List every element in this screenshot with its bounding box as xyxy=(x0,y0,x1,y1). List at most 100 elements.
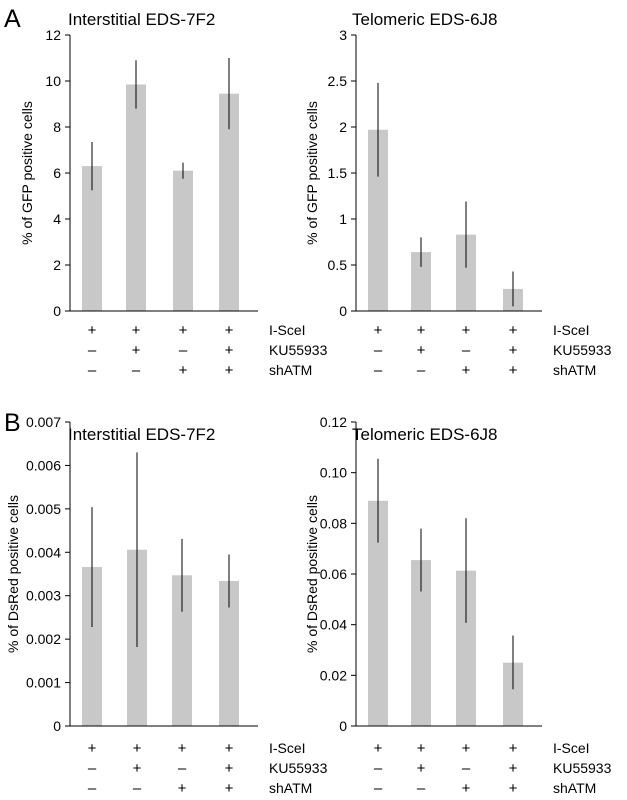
chart-b-left: Interstitial EDS-7F2 % of DsRed positive … xyxy=(5,414,328,797)
bar xyxy=(173,170,193,311)
y-tick-label: 3 xyxy=(339,27,347,43)
condition-sign: + xyxy=(132,322,141,339)
chart-title: Telomeric EDS-6J8 xyxy=(352,425,498,444)
y-tick-label: 8 xyxy=(53,119,61,135)
y-tick-label: 0.04 xyxy=(320,617,347,633)
condition-sign: + xyxy=(509,780,518,797)
condition-label: KU55933 xyxy=(269,760,328,776)
condition-sign: + xyxy=(509,760,518,777)
condition-sign: – xyxy=(374,780,383,797)
condition-sign: – xyxy=(133,780,142,797)
bar xyxy=(368,129,388,311)
condition-label: I-SceI xyxy=(269,740,306,756)
condition-label: shATM xyxy=(553,362,596,378)
bar xyxy=(126,84,146,311)
bar xyxy=(503,662,523,726)
condition-sign: + xyxy=(462,322,471,339)
bar xyxy=(368,500,388,726)
condition-sign: + xyxy=(462,740,471,757)
chart-title: Telomeric EDS-6J8 xyxy=(352,10,498,29)
y-tick-label: 0.5 xyxy=(328,257,348,273)
condition-label: shATM xyxy=(269,780,312,796)
y-tick-label: 0.10 xyxy=(320,465,347,481)
condition-sign: + xyxy=(133,740,142,757)
y-tick-label: 2.5 xyxy=(328,73,348,89)
condition-label: KU55933 xyxy=(553,342,612,358)
condition-sign: + xyxy=(225,362,234,379)
condition-label: shATM xyxy=(269,362,312,378)
condition-sign: – xyxy=(132,362,141,379)
condition-sign: + xyxy=(225,760,234,777)
condition-sign: + xyxy=(509,342,518,359)
y-tick-label: 0.005 xyxy=(26,501,61,517)
condition-sign: + xyxy=(417,760,426,777)
condition-sign: + xyxy=(417,740,426,757)
bar xyxy=(172,575,192,726)
y-tick-label: 0.12 xyxy=(320,414,347,430)
condition-sign: + xyxy=(178,780,187,797)
chart-a-left: Interstitial EDS-7F2 % of GFP positive ce… xyxy=(19,10,328,379)
y-tick-label: 2 xyxy=(339,119,347,135)
condition-sign: + xyxy=(132,342,141,359)
condition-sign: + xyxy=(88,740,97,757)
bar xyxy=(219,93,239,312)
condition-sign: – xyxy=(462,342,471,359)
condition-sign: – xyxy=(374,760,383,777)
condition-sign: – xyxy=(374,362,383,379)
condition-sign: – xyxy=(417,362,426,379)
condition-sign: – xyxy=(178,760,187,777)
condition-sign: + xyxy=(374,740,383,757)
y-tick-label: 12 xyxy=(45,27,61,43)
bar xyxy=(82,166,102,311)
condition-sign: + xyxy=(509,322,518,339)
bar xyxy=(456,570,476,726)
condition-sign: + xyxy=(179,322,188,339)
y-tick-label: 0.002 xyxy=(26,631,61,647)
y-tick-label: 10 xyxy=(45,73,61,89)
y-tick-label: 0 xyxy=(339,303,347,319)
y-tick-label: 1.5 xyxy=(328,165,348,181)
y-tick-label: 0.001 xyxy=(26,675,61,691)
condition-sign: + xyxy=(179,362,188,379)
bar xyxy=(82,567,102,726)
y-tick-label: 0.007 xyxy=(26,414,61,430)
condition-sign: + xyxy=(225,780,234,797)
y-tick-label: 0.06 xyxy=(320,566,347,582)
bar xyxy=(411,560,431,726)
condition-sign: + xyxy=(133,760,142,777)
condition-sign: + xyxy=(225,740,234,757)
condition-label: KU55933 xyxy=(269,342,328,358)
condition-sign: + xyxy=(178,740,187,757)
condition-sign: + xyxy=(462,362,471,379)
chart-title: Interstitial EDS-7F2 xyxy=(68,425,215,444)
condition-label: I-SceI xyxy=(553,740,590,756)
condition-sign: – xyxy=(88,342,97,359)
y-axis-label: % of GFP positive cells xyxy=(19,101,35,245)
condition-sign: + xyxy=(88,322,97,339)
condition-sign: + xyxy=(225,342,234,359)
y-tick-label: 6 xyxy=(53,165,61,181)
charts-group: Interstitial EDS-7F2 % of GFP positive ce… xyxy=(5,10,612,797)
y-tick-label: 2 xyxy=(53,257,61,273)
condition-sign: + xyxy=(509,740,518,757)
condition-sign: + xyxy=(417,322,426,339)
condition-label: I-SceI xyxy=(269,322,306,338)
y-tick-label: 4 xyxy=(53,211,61,227)
condition-sign: + xyxy=(462,780,471,797)
condition-sign: + xyxy=(225,322,234,339)
y-tick-label: 0.02 xyxy=(320,667,347,683)
condition-sign: – xyxy=(88,362,97,379)
bar xyxy=(411,252,431,311)
y-tick-label: 0 xyxy=(53,303,61,319)
condition-sign: – xyxy=(179,342,188,359)
condition-sign: + xyxy=(509,362,518,379)
condition-sign: + xyxy=(417,342,426,359)
y-tick-label: 0.006 xyxy=(26,457,61,473)
panel-label-a: A xyxy=(4,5,21,33)
condition-sign: – xyxy=(88,780,97,797)
condition-sign: – xyxy=(374,342,383,359)
y-tick-label: 0 xyxy=(339,718,347,734)
panel-label-b: B xyxy=(4,409,21,437)
condition-label: KU55933 xyxy=(553,760,612,776)
